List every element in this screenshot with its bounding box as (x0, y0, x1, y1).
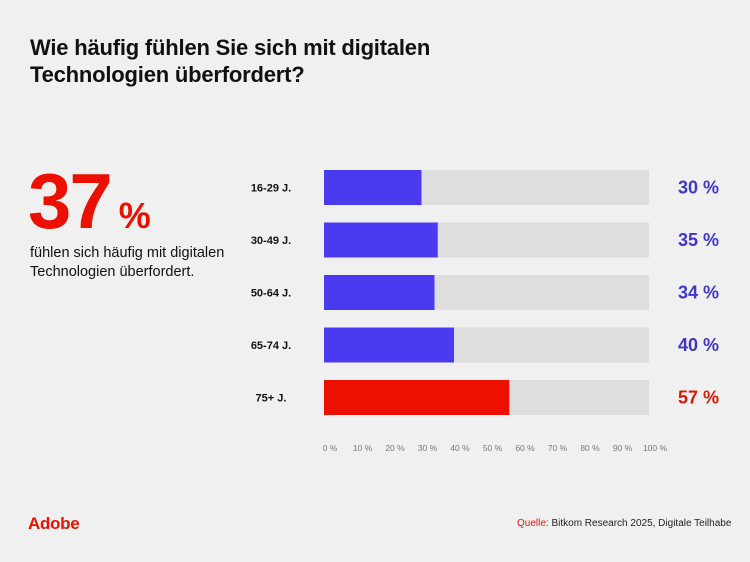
source-text: Bitkom Research 2025, Digitale Teilhabe (548, 518, 732, 529)
source-label: Quelle: (517, 518, 549, 529)
highlight-value: 37 (28, 157, 113, 245)
x-tick-label: 0 % (323, 443, 338, 453)
category-label: 16-29 J. (251, 183, 291, 195)
highlight-description: fühlen sich häufig mit digitalen Technol… (30, 245, 225, 280)
bar (324, 327, 454, 363)
value-label: 57 % (678, 388, 719, 408)
x-tick-label: 40 % (450, 443, 470, 453)
category-label: 65-74 J. (251, 340, 291, 352)
chart-title: Wie häufig fühlen Sie sich mit digitalen… (30, 35, 431, 87)
value-label: 30 % (678, 178, 719, 198)
bar (324, 222, 438, 258)
source-note: Quelle: Bitkom Research 2025, Digitale T… (517, 518, 731, 529)
x-tick-label: 70 % (548, 443, 568, 453)
x-tick-label: 50 % (483, 443, 503, 453)
value-label: 40 % (678, 335, 719, 355)
bar (324, 170, 422, 205)
x-tick-label: 60 % (515, 443, 535, 453)
x-tick-label: 80 % (580, 443, 600, 453)
adobe-logo: Adobe (28, 514, 80, 533)
x-tick-label: 90 % (613, 443, 633, 453)
highlight-unit: % (118, 195, 151, 236)
category-label: 30-49 J. (251, 235, 291, 247)
highlight-stat: 37% (28, 160, 151, 242)
x-tick-label: 20 % (385, 443, 405, 453)
x-tick-label: 30 % (418, 443, 438, 453)
value-label: 35 % (678, 230, 719, 250)
x-tick-label: 100 % (643, 443, 668, 453)
value-label: 34 % (678, 283, 719, 303)
category-label: 50-64 J. (251, 288, 291, 300)
category-label: 75+ J. (256, 393, 287, 405)
bar (324, 275, 435, 310)
bar (324, 380, 510, 415)
x-tick-label: 10 % (353, 443, 373, 453)
